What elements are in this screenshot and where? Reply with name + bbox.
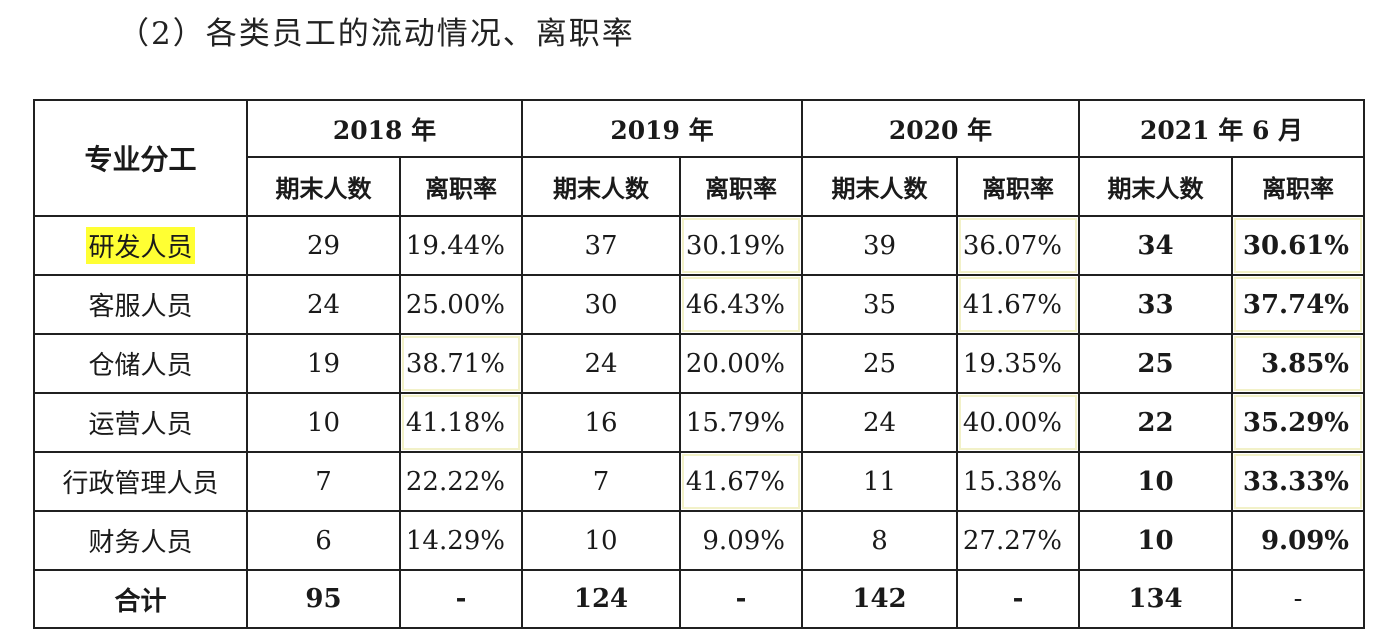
row-category: 仓储人员 bbox=[33, 333, 248, 394]
total-cell: - bbox=[1231, 569, 1365, 629]
turnover-table: 专业分工 2018 年 2019 年 2020 年 2021 年 6 月 期末人… bbox=[33, 99, 1365, 629]
table-row-operations: 运营人员 10 41.18% 16 15.79% 24 40.00% 22 35… bbox=[33, 392, 1365, 453]
table-row-total: 合计 95 - 124 - 142 - 134 - bbox=[33, 569, 1365, 629]
year-header-2018: 2018 年 bbox=[246, 99, 523, 158]
table-cell: 30 bbox=[521, 274, 681, 335]
sub-header-headcount: 期末人数 bbox=[1078, 156, 1233, 217]
category-header: 专业分工 bbox=[33, 99, 248, 217]
table-cell: 22 bbox=[1078, 392, 1233, 453]
table-cell: 16 bbox=[521, 392, 681, 453]
table-cell: 41.67% bbox=[679, 451, 803, 512]
sub-header-headcount: 期末人数 bbox=[246, 156, 401, 217]
total-cell: 134 bbox=[1078, 569, 1233, 629]
table-cell: 9.09% bbox=[679, 510, 803, 571]
table-cell: 35.29% bbox=[1231, 392, 1365, 453]
page-heading: （2）各类员工的流动情况、离职率 bbox=[118, 16, 635, 52]
table-cell: 25.00% bbox=[399, 274, 523, 335]
table-cell: 19 bbox=[246, 333, 401, 394]
sub-header-headcount: 期末人数 bbox=[801, 156, 958, 217]
table-cell: 10 bbox=[521, 510, 681, 571]
table-row-customer-service: 客服人员 24 25.00% 30 46.43% 35 41.67% 33 37… bbox=[33, 274, 1365, 335]
table-row-finance: 财务人员 6 14.29% 10 9.09% 8 27.27% 10 9.09% bbox=[33, 510, 1365, 571]
table-cell: 33 bbox=[1078, 274, 1233, 335]
table-cell: 19.44% bbox=[399, 215, 523, 276]
year-header-2020: 2020 年 bbox=[801, 99, 1080, 158]
total-cell: - bbox=[679, 569, 803, 629]
table-cell: 35 bbox=[801, 274, 958, 335]
table-cell: 36.07% bbox=[956, 215, 1080, 276]
sub-header-turnover-rate: 离职率 bbox=[1231, 156, 1365, 217]
table-cell: 41.67% bbox=[956, 274, 1080, 335]
table-cell: 38.71% bbox=[399, 333, 523, 394]
sub-header-turnover-rate: 离职率 bbox=[399, 156, 523, 217]
year-header-2021-06: 2021 年 6 月 bbox=[1078, 99, 1365, 158]
table-cell: 10 bbox=[246, 392, 401, 453]
table-cell: 9.09% bbox=[1231, 510, 1365, 571]
table-cell: 24 bbox=[801, 392, 958, 453]
table-cell: 15.79% bbox=[679, 392, 803, 453]
table-cell: 6 bbox=[246, 510, 401, 571]
table-cell: 41.18% bbox=[399, 392, 523, 453]
table-cell: 24 bbox=[521, 333, 681, 394]
table-cell: 30.19% bbox=[679, 215, 803, 276]
highlighted-category-label: 研发人员 bbox=[86, 227, 195, 264]
table-cell: 33.33% bbox=[1231, 451, 1365, 512]
table-cell: 24 bbox=[246, 274, 401, 335]
total-cell: 95 bbox=[246, 569, 401, 629]
row-category: 行政管理人员 bbox=[33, 451, 248, 512]
table-cell: 7 bbox=[521, 451, 681, 512]
row-category: 运营人员 bbox=[33, 392, 248, 453]
table-cell: 25 bbox=[801, 333, 958, 394]
table-row-warehouse: 仓储人员 19 38.71% 24 20.00% 25 19.35% 25 3.… bbox=[33, 333, 1365, 394]
total-cell: 142 bbox=[801, 569, 958, 629]
total-cell: 124 bbox=[521, 569, 681, 629]
sub-header-headcount: 期末人数 bbox=[521, 156, 681, 217]
sub-header-turnover-rate: 离职率 bbox=[956, 156, 1080, 217]
table-cell: 11 bbox=[801, 451, 958, 512]
table-cell: 25 bbox=[1078, 333, 1233, 394]
table-cell: 30.61% bbox=[1231, 215, 1365, 276]
table-cell: 22.22% bbox=[399, 451, 523, 512]
table-cell: 7 bbox=[246, 451, 401, 512]
table-cell: 15.38% bbox=[956, 451, 1080, 512]
table-cell: 3.85% bbox=[1231, 333, 1365, 394]
table-cell: 20.00% bbox=[679, 333, 803, 394]
table-row-rd: 研发人员 29 19.44% 37 30.19% 39 36.07% 34 30… bbox=[33, 215, 1365, 276]
table-cell: 39 bbox=[801, 215, 958, 276]
row-category: 客服人员 bbox=[33, 274, 248, 335]
table-row-admin: 行政管理人员 7 22.22% 7 41.67% 11 15.38% 10 33… bbox=[33, 451, 1365, 512]
table-cell: 8 bbox=[801, 510, 958, 571]
table-cell: 37.74% bbox=[1231, 274, 1365, 335]
table-cell: 10 bbox=[1078, 510, 1233, 571]
row-category: 研发人员 bbox=[33, 215, 248, 276]
total-cell: - bbox=[399, 569, 523, 629]
table-cell: 10 bbox=[1078, 451, 1233, 512]
header-row-years: 专业分工 2018 年 2019 年 2020 年 2021 年 6 月 bbox=[33, 99, 1365, 217]
table-cell: 19.35% bbox=[956, 333, 1080, 394]
table-cell: 40.00% bbox=[956, 392, 1080, 453]
header-row-subcolumns: 期末人数 离职率 期末人数 离职率 期末人数 离职率 期末人数 离职率 bbox=[34, 156, 1365, 217]
table-cell: 37 bbox=[521, 215, 681, 276]
year-header-2019: 2019 年 bbox=[521, 99, 803, 158]
table-cell: 29 bbox=[246, 215, 401, 276]
row-category: 财务人员 bbox=[33, 510, 248, 571]
table-cell: 46.43% bbox=[679, 274, 803, 335]
table-cell: 34 bbox=[1078, 215, 1233, 276]
total-cell: - bbox=[956, 569, 1080, 629]
table-cell: 14.29% bbox=[399, 510, 523, 571]
total-label: 合计 bbox=[33, 569, 248, 629]
sub-header-turnover-rate: 离职率 bbox=[679, 156, 803, 217]
table-cell: 27.27% bbox=[956, 510, 1080, 571]
